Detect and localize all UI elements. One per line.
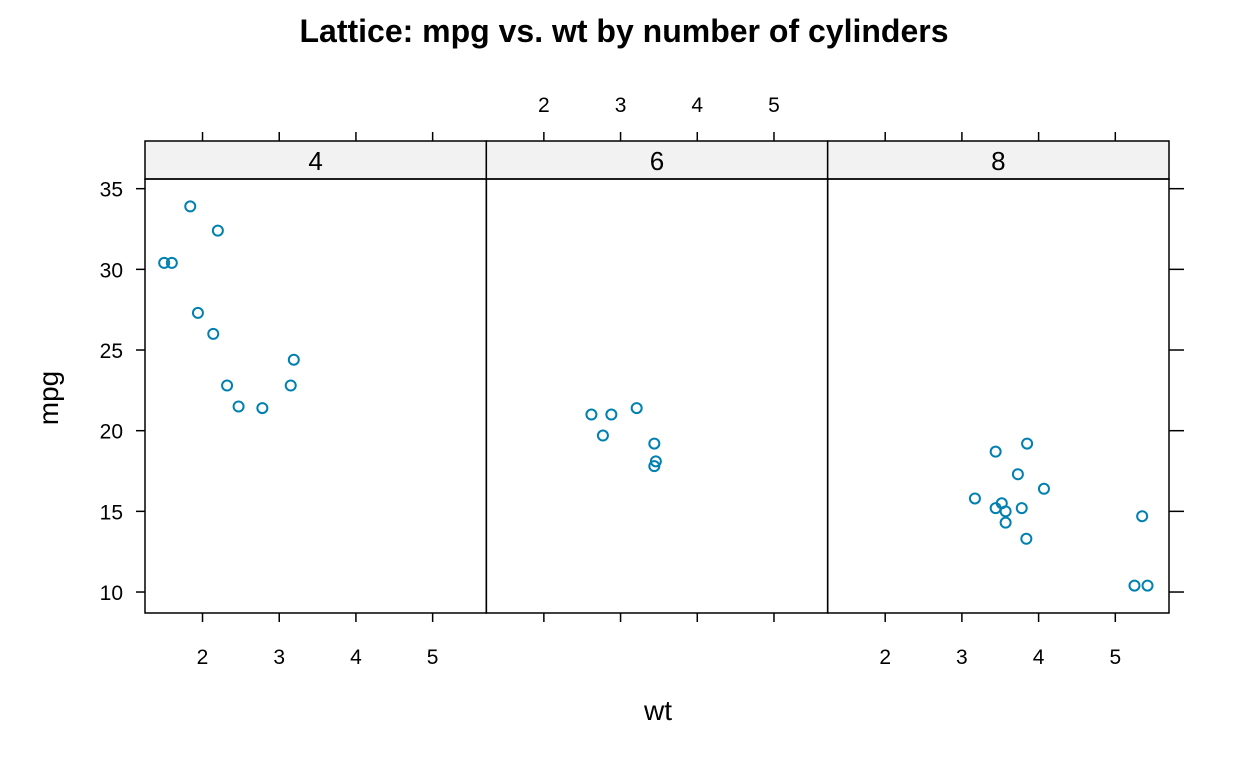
data-point: [968, 492, 981, 505]
x-tick-label: 4: [691, 94, 703, 117]
panel-4: [144, 178, 488, 614]
data-point: [207, 327, 220, 340]
data-point: [158, 256, 171, 269]
data-point: [165, 256, 178, 269]
x-axis-label: wt: [643, 695, 672, 726]
data-point: [1021, 437, 1034, 450]
strip-label: 6: [650, 146, 664, 176]
data-point: [1141, 579, 1154, 592]
data-point: [648, 460, 661, 473]
data-point: [989, 445, 1002, 458]
data-point: [605, 408, 618, 421]
data-point: [1020, 532, 1033, 545]
plot-area: 4 2 3 4 5 6 2 3 4 5 8 2 3 4 5 10 15 20 25 30 35: [100, 94, 1184, 669]
y-tick-label: 35: [100, 179, 123, 202]
x-tick-label: 4: [350, 646, 362, 669]
x-tick-label: 2: [538, 94, 550, 117]
y-tick-label: 30: [100, 259, 123, 282]
data-point: [1136, 510, 1149, 523]
y-tick-label: 25: [100, 340, 123, 363]
data-point: [630, 402, 643, 415]
y-tick-label: 10: [100, 582, 123, 605]
data-point: [191, 306, 204, 319]
chart-title: Lattice: mpg vs. wt by number of cylinde…: [299, 13, 948, 49]
data-point: [211, 224, 224, 237]
data-point: [1011, 468, 1024, 481]
y-axis-label: mpg: [33, 371, 64, 425]
x-tick-label: 2: [197, 646, 209, 669]
data-point: [256, 402, 269, 415]
strip-6: [485, 140, 829, 180]
strip-label: 8: [991, 146, 1005, 176]
data-point: [1128, 579, 1141, 592]
y-tick-label: 20: [100, 421, 123, 444]
data-point: [596, 429, 609, 442]
strip-label: 4: [308, 146, 322, 176]
x-tick-label: 3: [273, 646, 285, 669]
x-tick-label: 5: [427, 646, 439, 669]
x-tick-label: 4: [1033, 646, 1045, 669]
y-tick-label: 15: [100, 501, 123, 524]
data-point: [1015, 502, 1028, 515]
x-tick-label: 3: [615, 94, 627, 117]
data-point: [287, 353, 300, 366]
data-point: [648, 437, 661, 450]
data-point: [184, 200, 197, 213]
data-point: [999, 505, 1012, 518]
panel-8: [826, 178, 1170, 614]
strip-4: [144, 140, 488, 180]
x-tick-label: 5: [768, 94, 780, 117]
data-point: [999, 516, 1012, 529]
panel-6: [485, 178, 829, 614]
data-point: [232, 400, 245, 413]
x-tick-label: 5: [1109, 646, 1121, 669]
data-point: [284, 379, 297, 392]
data-point: [585, 408, 598, 421]
strip-8: [826, 140, 1170, 180]
data-point: [1037, 482, 1050, 495]
x-tick-label: 3: [956, 646, 968, 669]
data-point: [221, 379, 234, 392]
x-tick-label: 2: [879, 646, 891, 669]
